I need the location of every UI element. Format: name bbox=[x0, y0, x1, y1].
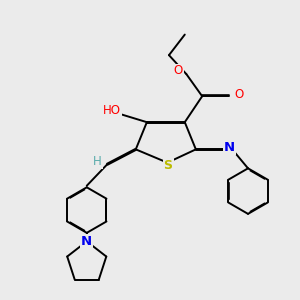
Text: HO: HO bbox=[103, 104, 121, 117]
Text: O: O bbox=[174, 64, 183, 77]
Text: N: N bbox=[81, 235, 92, 248]
Text: N: N bbox=[224, 141, 235, 154]
Text: H: H bbox=[93, 154, 102, 168]
Text: S: S bbox=[164, 159, 172, 172]
Text: O: O bbox=[234, 88, 243, 101]
